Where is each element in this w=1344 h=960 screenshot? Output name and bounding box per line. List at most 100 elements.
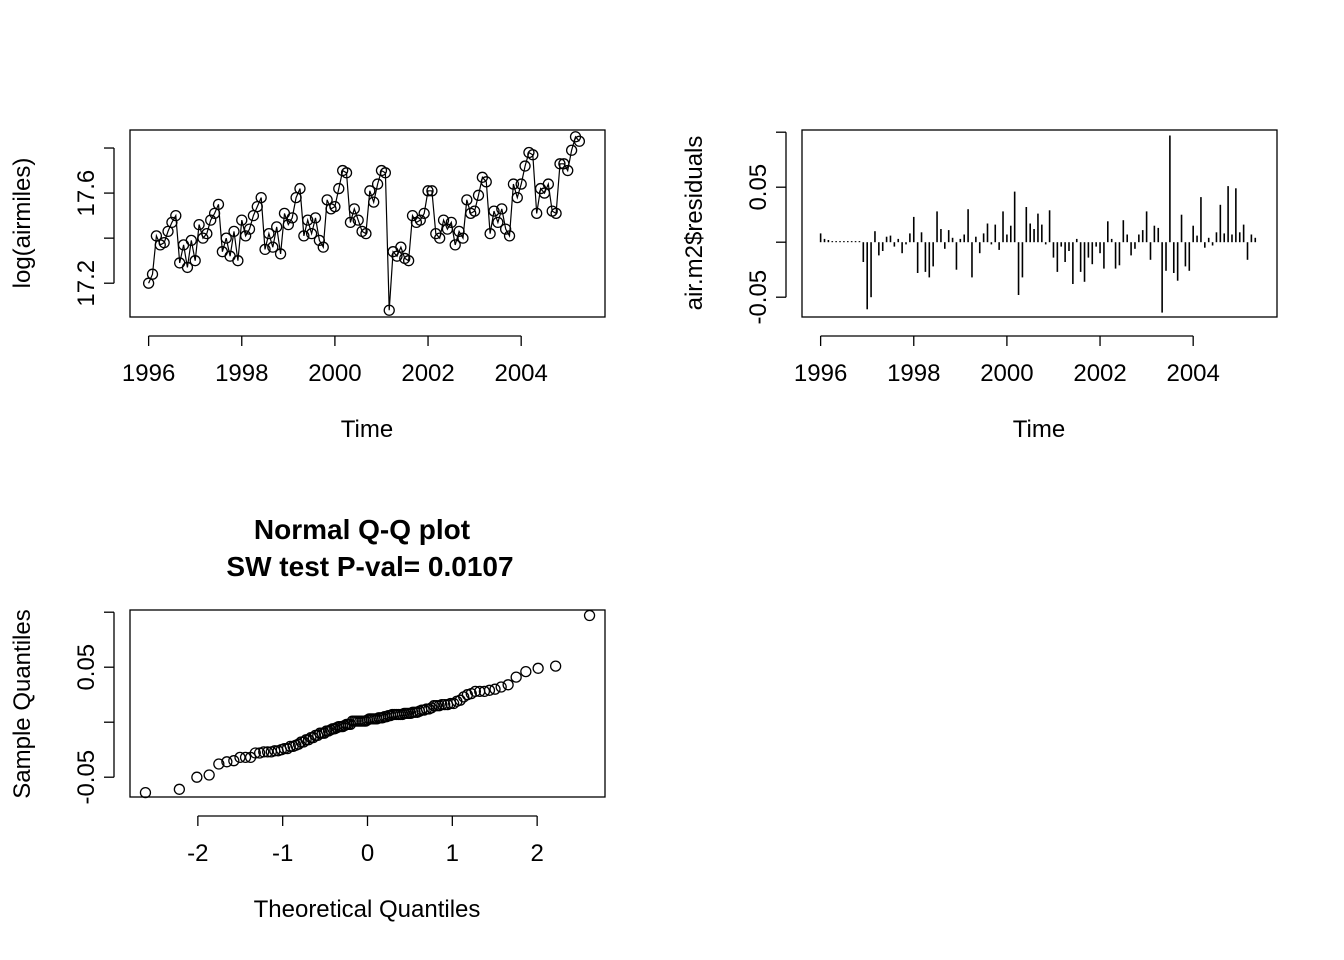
series-point [271,221,283,233]
series-point [181,261,194,274]
series-point [243,223,256,235]
resid-y-tick-label: -0.05 [745,270,772,325]
series-point [294,182,306,195]
series-point [468,205,481,217]
series-point [201,227,213,240]
series-point [426,185,438,197]
series-point [236,214,248,226]
series-x-tick-label: 1996 [122,360,175,387]
series-point [418,207,430,220]
qq-point [483,684,496,696]
qq-x-axis-title: Theoretical Quantiles [254,896,481,923]
series-point [368,196,380,208]
qq-y-tick-label: 0.05 [73,644,100,691]
series-point [274,248,287,260]
qq-point [139,786,152,799]
qq-point [436,698,448,711]
series-point [298,230,310,242]
series-x-axis-title: Time [341,416,393,443]
series-point [344,216,357,229]
qq-point [258,746,270,758]
series-y-axis: 17.2 17.6 [73,147,115,307]
series-point [507,178,520,190]
qq-point [502,679,514,691]
series-point [445,216,457,229]
resid-x-tick-label: 1998 [887,360,940,387]
qq-point [249,747,261,759]
series-point [379,167,392,179]
qq-point [439,698,451,711]
series-point [414,214,426,226]
series-x-tick-label: 2000 [308,360,361,387]
residuals-x-axis-title: Time [1013,416,1065,443]
qq-point [191,771,203,783]
series-point [480,176,492,188]
qq-x-tick-label: -2 [187,840,208,867]
series-point [158,237,170,249]
qq-point [495,681,507,693]
resid-x-tick-label: 2004 [1166,360,1219,387]
qq-point [278,742,291,755]
series-point [352,214,364,226]
qq-point [444,697,457,710]
qq-point [228,755,240,767]
series-point [449,239,461,251]
qq-point [478,685,491,698]
qq-point [173,783,186,795]
series-point [531,207,543,220]
qq-point [510,671,522,683]
qq-point [203,769,215,781]
series-point [364,185,376,197]
series-point [193,218,205,231]
qq-point [532,662,544,674]
series-x-tick-label: 2004 [494,360,547,387]
series-point [205,214,217,226]
residuals-y-axis-title: air.m2$residuals [681,136,708,311]
series-point [333,182,345,195]
series-data [142,131,586,316]
resid-x-tick-label: 2000 [980,360,1033,387]
qq-x-tick-label: -1 [272,840,293,867]
residuals-data [819,135,1257,313]
series-x-axis: 1996 1998 2000 2002 2004 [122,335,548,387]
qq-x-axis: -2 -1 0 1 2 [187,815,544,867]
series-point [317,241,329,253]
series-point [360,227,372,240]
series-point [519,160,531,172]
series-point [422,185,434,197]
series-point [554,158,566,170]
series-point [170,209,182,222]
series-point [232,255,244,267]
qq-point [430,700,443,712]
series-point [228,225,240,238]
series-point [550,207,562,220]
series-point [166,216,178,229]
series-point [395,241,407,253]
qq-y-axis-title: Sample Quantiles [9,609,36,798]
series-point [371,178,384,190]
series-point [565,144,578,156]
series-point [340,167,353,179]
series-point [562,164,574,177]
qq-point [489,683,501,695]
series-point [500,223,512,235]
qq-point [221,756,233,768]
series-point [434,232,446,244]
qq-point [448,697,460,710]
series-point [441,223,454,235]
qq-point [454,694,466,706]
series-point [259,243,271,256]
series-point [286,212,298,224]
series-point [503,230,516,242]
series-point [402,255,415,267]
resid-y-tick-label: 0.05 [745,164,772,211]
series-point [302,214,314,226]
series-point [313,234,326,247]
qq-x-tick-label: 2 [530,840,543,867]
qq-panel: Normal Q-Q plot SW test P-val= 0.0107 -2… [9,514,606,923]
series-point [472,189,485,201]
qq-x-tick-label: 1 [446,840,459,867]
series-point [484,227,496,240]
series-point [348,203,360,215]
